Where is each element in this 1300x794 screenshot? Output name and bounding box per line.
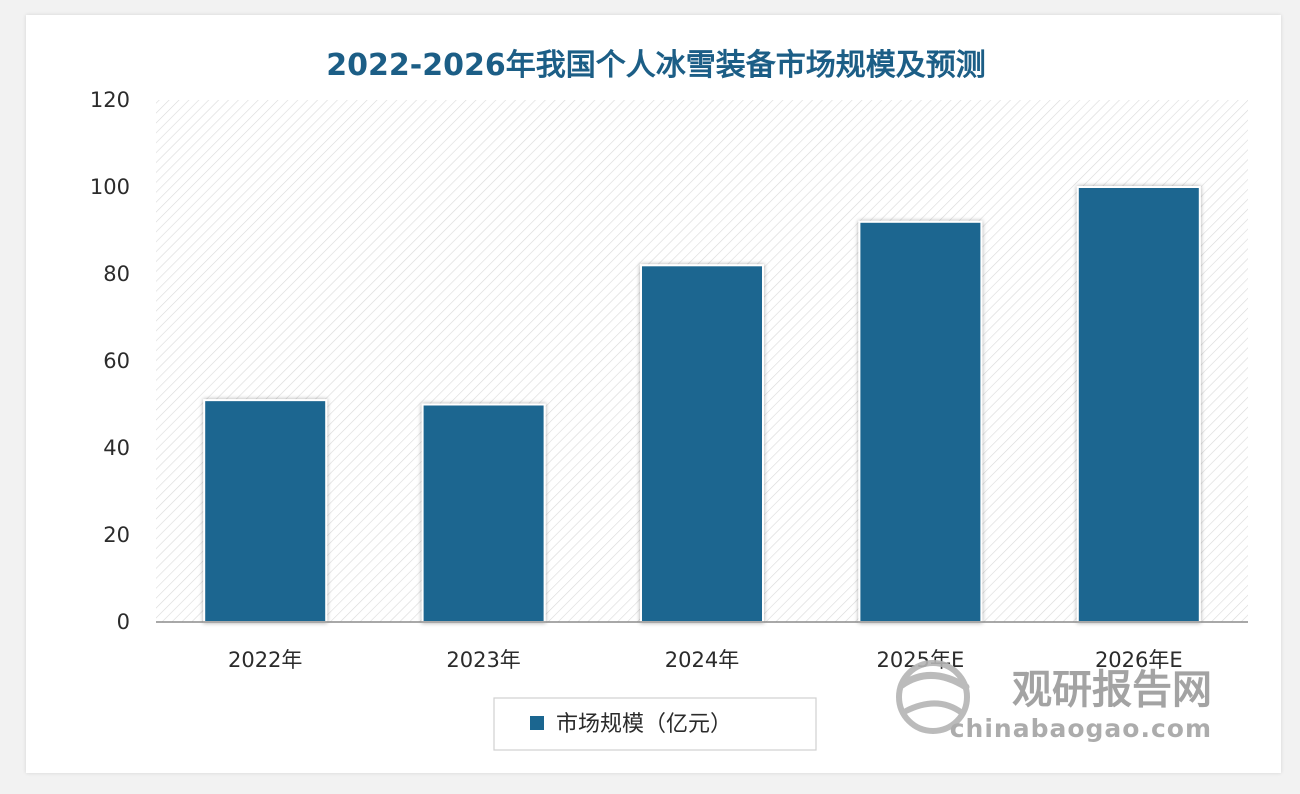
bar-4 [858, 220, 983, 624]
y-tick-label: 60 [103, 349, 130, 373]
watermark-logo-icon [896, 660, 970, 734]
legend-label: 市场规模（亿元） [556, 712, 732, 737]
bar-3 [640, 264, 764, 624]
legend: 市场规模（亿元） [493, 697, 817, 751]
x-tick-label: 2023年 [446, 648, 520, 672]
x-tick-label: 2026年E [1095, 648, 1183, 672]
y-tick-label: 40 [103, 436, 130, 460]
watermark-text-cn: 观研报告网 [1012, 667, 1212, 713]
y-tick-label: 0 [117, 610, 130, 634]
y-tick-label: 20 [103, 523, 130, 547]
bars-group [203, 186, 1201, 624]
watermark: 观研报告网 chinabaogao.com [896, 660, 1212, 743]
y-tick-label: 80 [103, 262, 130, 286]
bar-chart: 2022-2026年我国个人冰雪装备市场规模及预测 0 20 40 60 80 100 12… [90, 48, 1248, 751]
legend-swatch [530, 716, 544, 730]
bar-2 [421, 403, 546, 623]
chart-title: 2022-2026年我国个人冰雪装备市场规模及预测 [326, 48, 985, 83]
y-tick-label: 120 [90, 88, 130, 112]
bar-5 [1076, 186, 1201, 623]
legend-box [493, 697, 817, 751]
watermark-text-en: chinabaogao.com [950, 714, 1212, 743]
bar-1 [203, 399, 328, 623]
y-tick-label: 100 [90, 175, 130, 199]
x-tick-label: 2024年 [665, 648, 739, 672]
x-tick-label: 2022年 [228, 648, 302, 672]
chart-frame: 2022-2026年我国个人冰雪装备市场规模及预测 0 20 40 60 80 100 12… [26, 15, 1281, 773]
y-axis: 0 20 40 60 80 100 120 [90, 88, 130, 634]
